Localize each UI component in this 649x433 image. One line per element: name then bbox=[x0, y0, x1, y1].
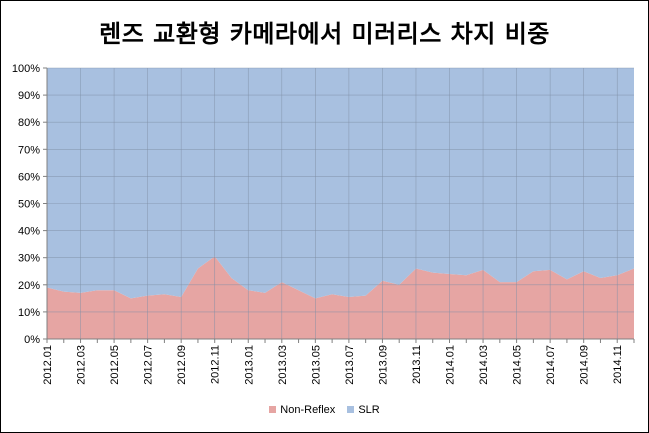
x-tick-label: 2013.03 bbox=[277, 345, 289, 385]
x-tick-label: 2014.07 bbox=[545, 345, 557, 385]
series-area-slr bbox=[47, 68, 634, 299]
y-tick-label: 80% bbox=[18, 117, 40, 129]
y-tick-label: 50% bbox=[18, 199, 40, 211]
x-tick-label: 2012.11 bbox=[210, 345, 222, 384]
x-tick-label: 2014.09 bbox=[579, 345, 591, 385]
series-area-non-reflex bbox=[47, 256, 634, 339]
legend-swatch bbox=[347, 406, 355, 413]
y-tick-label: 20% bbox=[18, 280, 40, 292]
x-tick-label: 2013.11 bbox=[411, 345, 423, 384]
x-tick-label: 2013.07 bbox=[344, 345, 356, 385]
x-tick-label: 2014.03 bbox=[478, 345, 490, 385]
x-tick-label: 2013.09 bbox=[377, 345, 389, 385]
legend-item: Non-Reflex bbox=[269, 404, 335, 416]
x-tick-label: 2012.07 bbox=[143, 345, 155, 385]
legend-swatch bbox=[269, 406, 277, 413]
y-tick-label: 70% bbox=[18, 144, 40, 156]
legend-label: SLR bbox=[358, 404, 380, 416]
y-tick-label: 30% bbox=[18, 253, 40, 265]
x-tick-label: 2014.11 bbox=[612, 345, 624, 384]
y-tick-label: 100% bbox=[12, 63, 40, 75]
y-tick-label: 40% bbox=[18, 226, 40, 238]
x-tick-label: 2012.05 bbox=[109, 345, 121, 385]
legend-item: SLR bbox=[347, 404, 380, 416]
x-tick-label: 2012.01 bbox=[42, 345, 54, 385]
x-tick-label: 2012.09 bbox=[176, 345, 188, 385]
x-tick-label: 2014.05 bbox=[512, 345, 524, 385]
y-tick-label: 90% bbox=[18, 90, 40, 102]
x-tick-label: 2013.01 bbox=[243, 345, 255, 385]
y-tick-label: 0% bbox=[24, 334, 40, 346]
y-tick-label: 10% bbox=[18, 307, 40, 319]
chart-title: 렌즈 교환형 카메라에서 미러리스 차지 비중 bbox=[99, 20, 550, 48]
x-tick-label: 2012.03 bbox=[76, 345, 88, 385]
legend-label: Non-Reflex bbox=[280, 404, 336, 416]
x-tick-label: 2013.05 bbox=[310, 345, 322, 385]
x-tick-label: 2014.01 bbox=[445, 345, 457, 385]
chart-legend: Non-Reflex SLR bbox=[0, 404, 649, 416]
y-tick-label: 60% bbox=[18, 171, 40, 183]
